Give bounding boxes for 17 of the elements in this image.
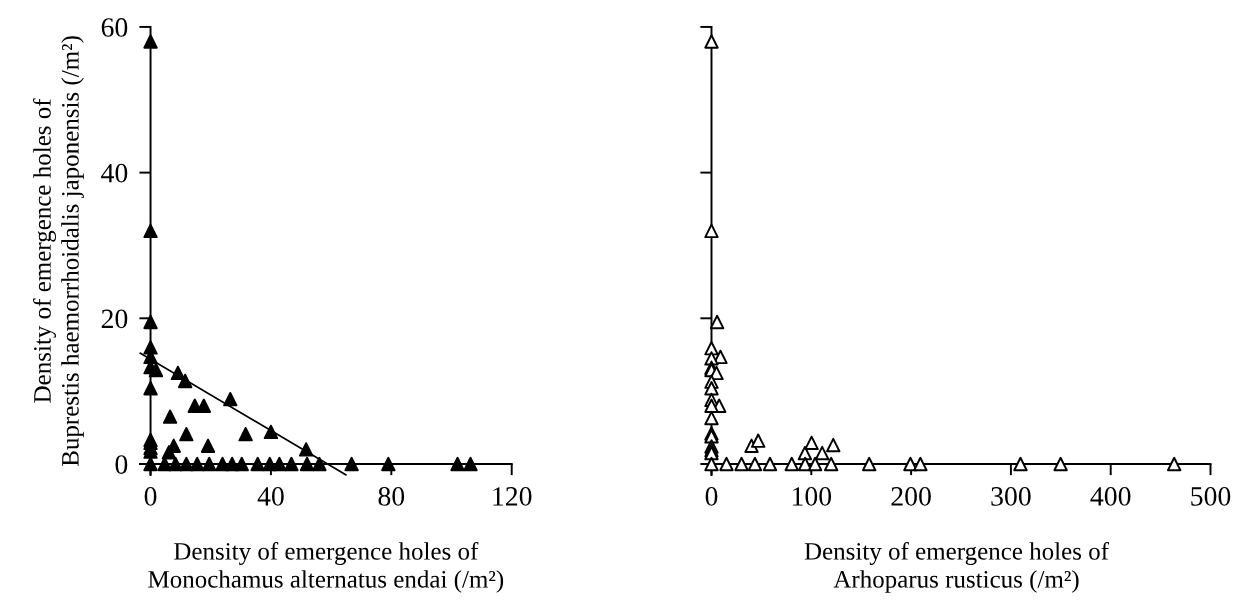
x-tick-label: 0: [705, 487, 718, 506]
x-tick-label: 0: [144, 487, 157, 506]
y-tick-label: 60: [101, 18, 128, 37]
x-tick-label: 100: [792, 487, 832, 506]
x-tick-label: 300: [991, 487, 1031, 506]
x-tick-label: 400: [1090, 487, 1131, 506]
y-tick-label: 0: [115, 455, 128, 474]
x-tick-label: 500: [1191, 487, 1231, 506]
x-axis-title: Density of emergence holes of Monochamus alternatus endai (/m²): [148, 541, 504, 593]
x-axis-title: Density of emergence holes of Arhoparus rusticus (/m²): [804, 541, 1110, 593]
x-tick-label: 80: [378, 487, 405, 506]
x-tick-label: 200: [891, 487, 931, 506]
x-tick-label: 40: [257, 487, 284, 506]
y-tick-label: 40: [101, 163, 128, 183]
x-tick-label: 120: [493, 487, 532, 506]
y-tick-label: 20: [101, 309, 128, 329]
y-axis-title: Density of emergence holes of Buprestis haemorrhoidalis japonensis (/m²): [33, 36, 84, 467]
